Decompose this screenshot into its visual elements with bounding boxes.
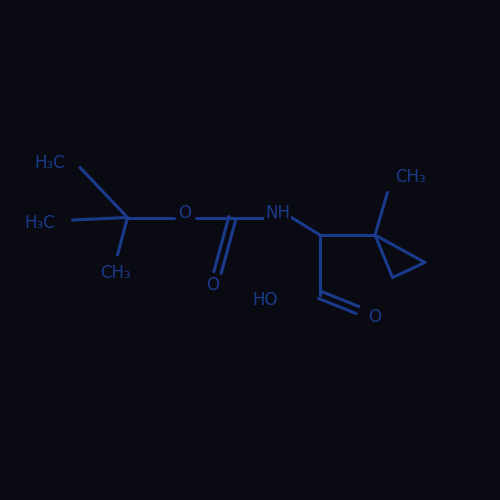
Text: NH: NH (265, 204, 290, 222)
Text: H₃C: H₃C (34, 154, 65, 172)
Text: CH₃: CH₃ (395, 168, 426, 186)
Text: O: O (178, 204, 192, 222)
Text: O: O (368, 308, 382, 326)
Text: O: O (206, 276, 219, 294)
Text: H₃C: H₃C (24, 214, 55, 232)
Text: HO: HO (252, 291, 278, 309)
Text: CH₃: CH₃ (100, 264, 130, 281)
